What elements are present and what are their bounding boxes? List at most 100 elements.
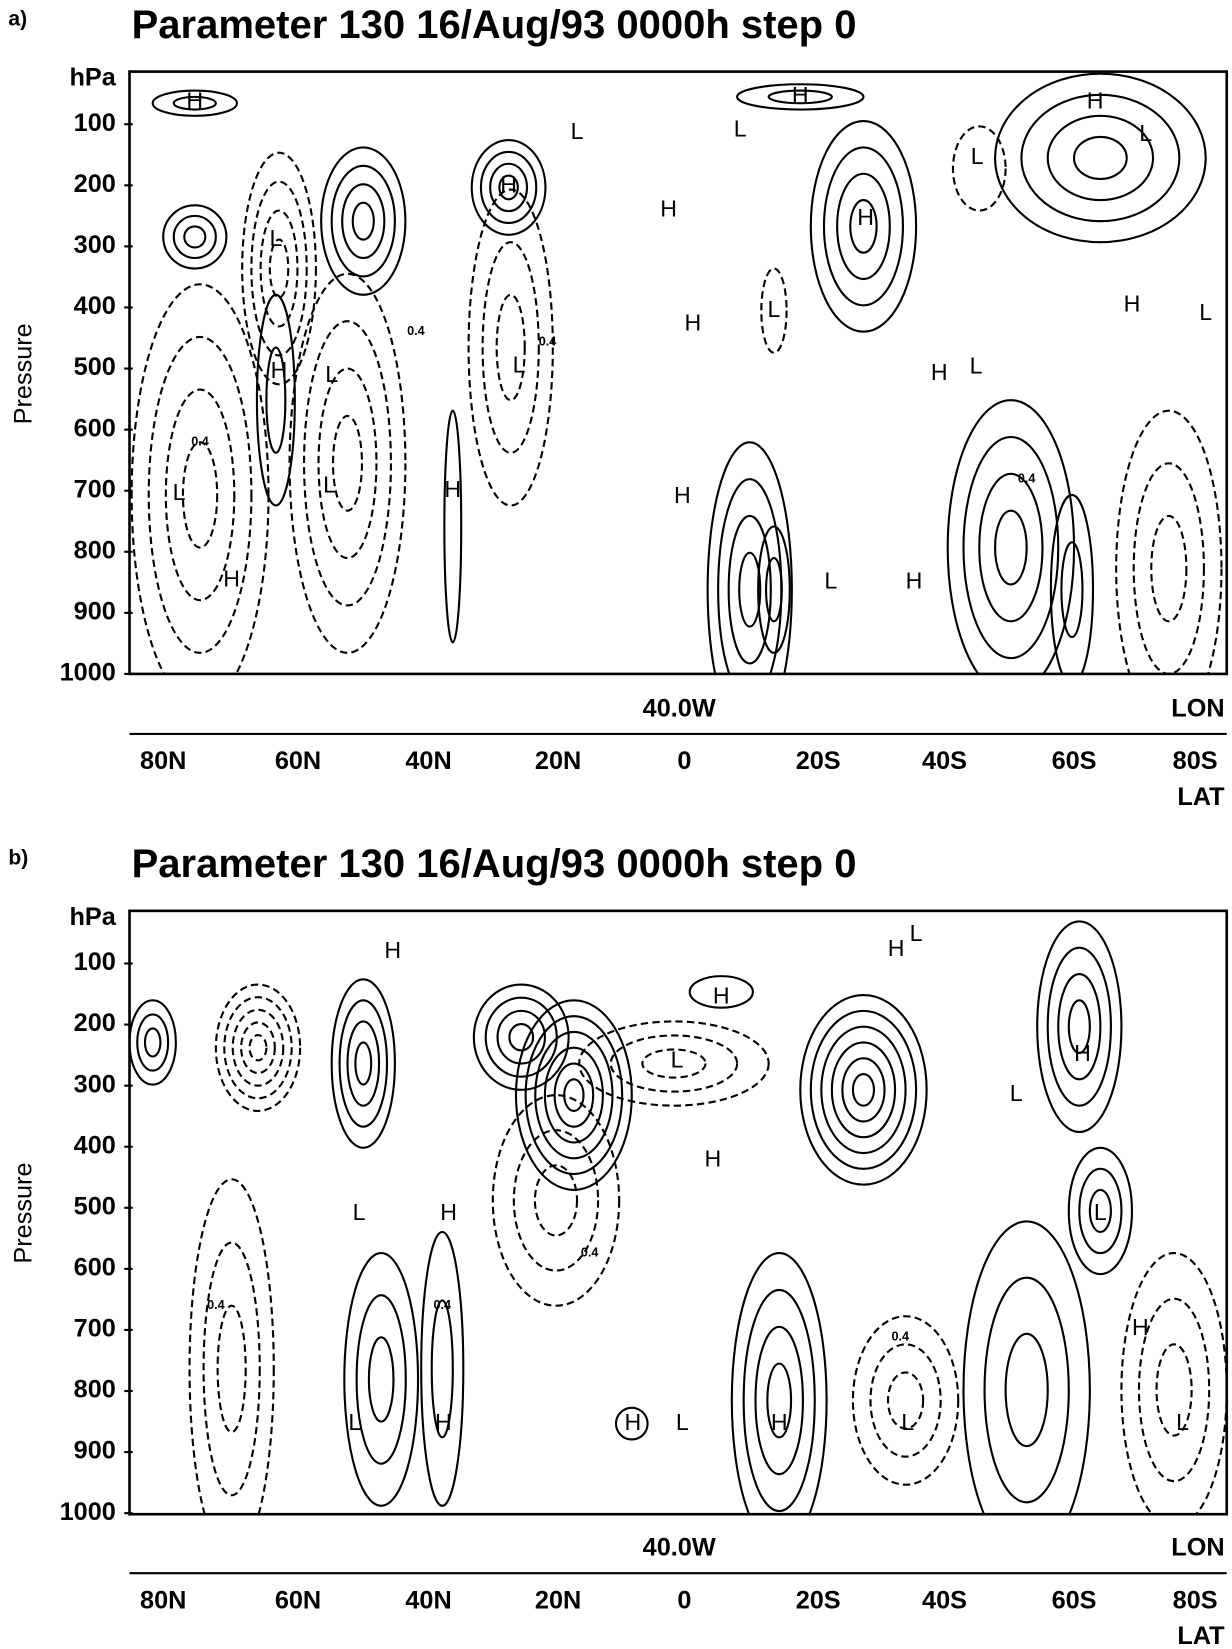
extremum-label: L xyxy=(173,479,186,505)
contour-line xyxy=(1150,514,1188,623)
contour-line xyxy=(820,1025,907,1155)
extremum-label: H xyxy=(906,567,923,593)
extremum-label: L xyxy=(768,296,781,322)
contour-line xyxy=(851,1315,960,1486)
extremum-label: L xyxy=(671,1047,684,1073)
y-tick-label: 200 xyxy=(74,1009,116,1037)
contour-line xyxy=(641,1048,707,1079)
extremum-label: H xyxy=(674,482,691,508)
extremum-label: H xyxy=(440,1199,457,1225)
lon-label: LON xyxy=(1171,1534,1224,1562)
contour-line xyxy=(1115,409,1223,674)
contour-line xyxy=(491,1094,621,1307)
contour-line xyxy=(841,1057,886,1123)
y-tick-label: 900 xyxy=(74,1437,116,1465)
contour-line xyxy=(1036,920,1123,1134)
contour-line xyxy=(946,399,1076,674)
contour-line xyxy=(1020,93,1181,223)
y-tick-label: 800 xyxy=(74,536,116,564)
extremum-label: H xyxy=(500,172,517,198)
contour-line xyxy=(481,241,540,454)
contour-line xyxy=(223,996,293,1100)
x-tick-label: 80N xyxy=(140,747,186,775)
contour-line xyxy=(543,1046,604,1144)
contour-line xyxy=(609,1034,739,1093)
y-tick-label: 200 xyxy=(74,170,116,198)
contour-line xyxy=(341,183,386,260)
contour-line xyxy=(766,1362,793,1439)
y-tick-label: 400 xyxy=(74,1131,116,1159)
contours xyxy=(130,72,1223,674)
contour-line xyxy=(1049,493,1095,674)
extremum-label: H xyxy=(435,1409,452,1435)
contour-line xyxy=(553,1062,595,1128)
contour-line xyxy=(951,125,1007,212)
extremum-label: L xyxy=(971,143,984,169)
y-tick-label: 100 xyxy=(74,109,116,137)
extremum-label: L xyxy=(676,1409,689,1435)
contour-line xyxy=(147,335,253,654)
plot-frame xyxy=(128,909,1229,1516)
contour-line xyxy=(343,1252,420,1507)
contour-label: 0.4 xyxy=(433,1298,451,1312)
contour-line xyxy=(302,320,392,607)
extremum-label: L xyxy=(348,1409,361,1435)
extremum-label: H xyxy=(685,309,702,335)
contour-line xyxy=(240,1021,276,1075)
contour-line xyxy=(849,199,878,254)
x-tick-label: 80N xyxy=(140,1586,186,1614)
contour-line xyxy=(430,1299,454,1439)
contour-line xyxy=(164,388,236,602)
extremum-label: H xyxy=(444,476,461,502)
contour-line xyxy=(1155,1343,1193,1437)
extremum-label: H xyxy=(1124,291,1141,317)
contour-line xyxy=(467,188,554,507)
y-tick-label: 800 xyxy=(74,1376,116,1404)
y-tick-label: 1000 xyxy=(60,1498,116,1526)
contour-line xyxy=(188,1178,275,1515)
contour-line xyxy=(1004,1332,1049,1448)
extremum-label: L xyxy=(513,352,526,378)
contour-line xyxy=(1132,462,1205,674)
y-axis-label: Pressure xyxy=(10,323,38,424)
contour-line xyxy=(1137,1297,1211,1483)
contour-line xyxy=(202,1241,261,1497)
y-tick-label: 100 xyxy=(74,948,116,976)
contour-line xyxy=(851,1073,876,1107)
contour-line xyxy=(338,999,389,1128)
extremum-label: H xyxy=(624,1409,641,1435)
contour-line xyxy=(231,1008,285,1087)
contour-line xyxy=(799,994,928,1186)
plot-frame xyxy=(128,70,1229,676)
panel-title: Parameter 130 16/Aug/93 0000h step 0 xyxy=(132,3,857,47)
contour-line xyxy=(764,557,783,623)
contour-line xyxy=(514,999,633,1191)
contour-line xyxy=(1078,1167,1123,1255)
extremum-label: H xyxy=(1074,1040,1091,1066)
contour-line xyxy=(524,1015,624,1176)
contour-line xyxy=(172,214,217,260)
extremum-label: L xyxy=(1139,120,1152,146)
y-tick-label: 600 xyxy=(74,1254,116,1282)
contour-line xyxy=(259,209,299,328)
extremum-label: L xyxy=(1199,299,1212,325)
extremum-label: L xyxy=(1176,1409,1189,1435)
extremum-label: L xyxy=(970,353,983,379)
extremum-label: L xyxy=(269,225,282,251)
x-tick-label: 60S xyxy=(1052,1586,1097,1614)
panel: b) Parameter 130 16/Aug/93 0000h step 0 hP… xyxy=(8,842,1229,1649)
contour-line xyxy=(136,1013,170,1072)
y-tick-label: 700 xyxy=(74,1315,116,1343)
contour-line xyxy=(1072,135,1128,181)
contour-line xyxy=(172,95,217,111)
contour-label: 0.4 xyxy=(191,435,209,449)
panel-label: b) xyxy=(8,847,28,870)
contour-line xyxy=(143,1027,162,1058)
contour-line xyxy=(822,146,904,307)
contour-line xyxy=(983,1276,1070,1504)
extremum-label: L xyxy=(325,361,338,387)
contour-line xyxy=(255,293,296,507)
extremum-label: H xyxy=(186,87,203,113)
contour-line xyxy=(129,999,177,1086)
contour-line xyxy=(962,1220,1091,1515)
